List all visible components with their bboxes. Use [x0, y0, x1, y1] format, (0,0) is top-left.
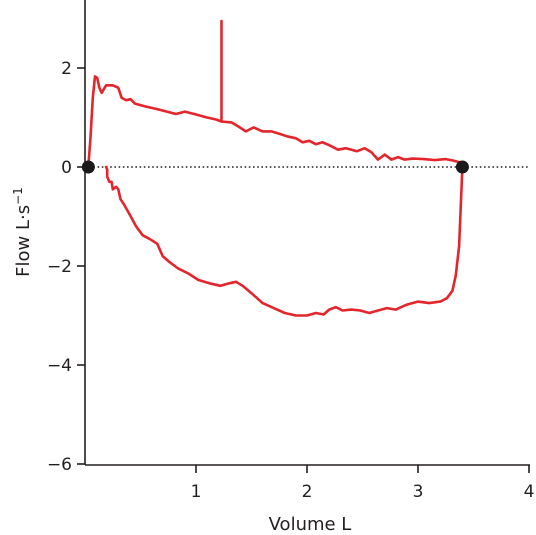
series	[87, 19, 464, 317]
x-axis-title: Volume L	[269, 514, 352, 535]
y-tick-label: −2	[47, 257, 72, 277]
y-axis-title-main: Flow L·s	[13, 205, 34, 277]
y-axis-title-superscript: −1	[11, 187, 25, 205]
axes	[84, 0, 530, 466]
x-tick-label: 4	[524, 482, 535, 502]
x-ticks: 1 2 3 4	[191, 465, 535, 502]
markers	[81, 160, 469, 174]
x-tick-label: 1	[191, 482, 202, 502]
y-tick-label: −4	[47, 356, 72, 376]
y-ticks: 2 0 −2 −4 −6	[47, 59, 85, 475]
y-axis-title: Flow L·s−1	[11, 187, 34, 277]
volume-marker-point	[81, 160, 95, 174]
x-tick-label: 3	[413, 482, 424, 502]
y-tick-label: 0	[61, 158, 72, 178]
series-line-expiratory	[87, 75, 464, 169]
y-tick-label: −6	[47, 455, 72, 475]
volume-marker-point	[455, 160, 469, 174]
y-tick-label: 2	[61, 59, 72, 79]
x-tick-label: 2	[302, 482, 313, 502]
series-line-inspiratory	[104, 165, 464, 317]
